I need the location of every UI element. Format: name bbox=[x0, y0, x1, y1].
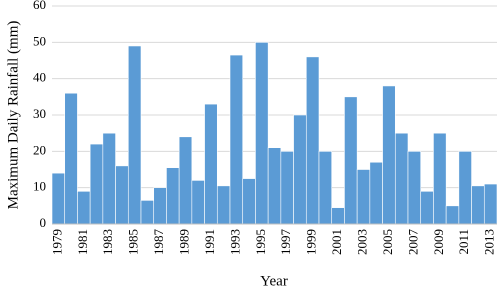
bar bbox=[407, 151, 422, 225]
x-tick-label: 2009 bbox=[431, 229, 446, 255]
x-tick-label: 1989 bbox=[176, 229, 191, 255]
y-tick-label: 30 bbox=[33, 106, 46, 121]
y-tick-label: 10 bbox=[33, 179, 46, 194]
bar bbox=[382, 85, 396, 225]
bar bbox=[255, 42, 269, 225]
bar bbox=[483, 183, 498, 225]
bar bbox=[280, 151, 294, 225]
y-tick-label: 60 bbox=[33, 0, 46, 12]
x-tick-label: 1979 bbox=[49, 229, 64, 255]
x-tick-label: 2001 bbox=[329, 229, 344, 255]
bar bbox=[305, 56, 320, 225]
bar bbox=[204, 103, 218, 225]
x-tick-label: 1985 bbox=[126, 229, 141, 255]
bar bbox=[356, 169, 371, 225]
x-tick-label: 2005 bbox=[380, 229, 395, 255]
bar bbox=[445, 205, 460, 225]
bar bbox=[191, 180, 205, 225]
x-tick-label: 2007 bbox=[405, 229, 420, 256]
bar bbox=[433, 132, 447, 225]
bar bbox=[242, 178, 256, 225]
y-tick-label: 20 bbox=[33, 142, 46, 157]
y-tick-label: 50 bbox=[33, 33, 46, 48]
bar bbox=[178, 136, 193, 225]
bar bbox=[102, 132, 116, 225]
bar bbox=[458, 151, 472, 225]
x-tick-label: 1993 bbox=[227, 229, 242, 255]
x-tick-label: 2011 bbox=[456, 229, 471, 255]
bar bbox=[115, 165, 129, 225]
bar bbox=[64, 92, 78, 225]
bar bbox=[153, 187, 167, 225]
bar bbox=[318, 151, 333, 225]
x-tick-label: 1983 bbox=[100, 229, 115, 255]
bar bbox=[89, 143, 104, 225]
bar bbox=[140, 200, 155, 225]
x-tick-label: 1981 bbox=[75, 229, 90, 255]
x-tick-label: 1987 bbox=[151, 229, 166, 256]
bar bbox=[51, 172, 66, 225]
bar bbox=[229, 54, 244, 225]
bar bbox=[127, 45, 142, 225]
bar bbox=[331, 207, 345, 225]
bar bbox=[394, 132, 409, 225]
bar bbox=[77, 191, 91, 225]
y-tick-label: 0 bbox=[40, 215, 47, 230]
x-tick-label: 1991 bbox=[202, 229, 217, 255]
x-tick-label: 1999 bbox=[304, 229, 319, 255]
bar bbox=[166, 167, 180, 225]
bar bbox=[216, 185, 231, 225]
x-tick-label: 2003 bbox=[354, 229, 369, 255]
bar bbox=[420, 191, 434, 225]
bar bbox=[267, 147, 282, 225]
bar bbox=[344, 96, 358, 225]
x-tick-label: 2013 bbox=[482, 229, 497, 255]
x-tick-label: 1995 bbox=[253, 229, 268, 255]
y-axis-label: Maximum Daily Rainfall (mm) bbox=[5, 21, 21, 210]
x-axis-label: Year bbox=[260, 273, 288, 289]
bar bbox=[293, 114, 307, 225]
bar bbox=[369, 161, 383, 225]
bar bbox=[471, 185, 485, 225]
x-tick-label: 1997 bbox=[278, 229, 293, 256]
y-tick-label: 40 bbox=[33, 70, 46, 85]
